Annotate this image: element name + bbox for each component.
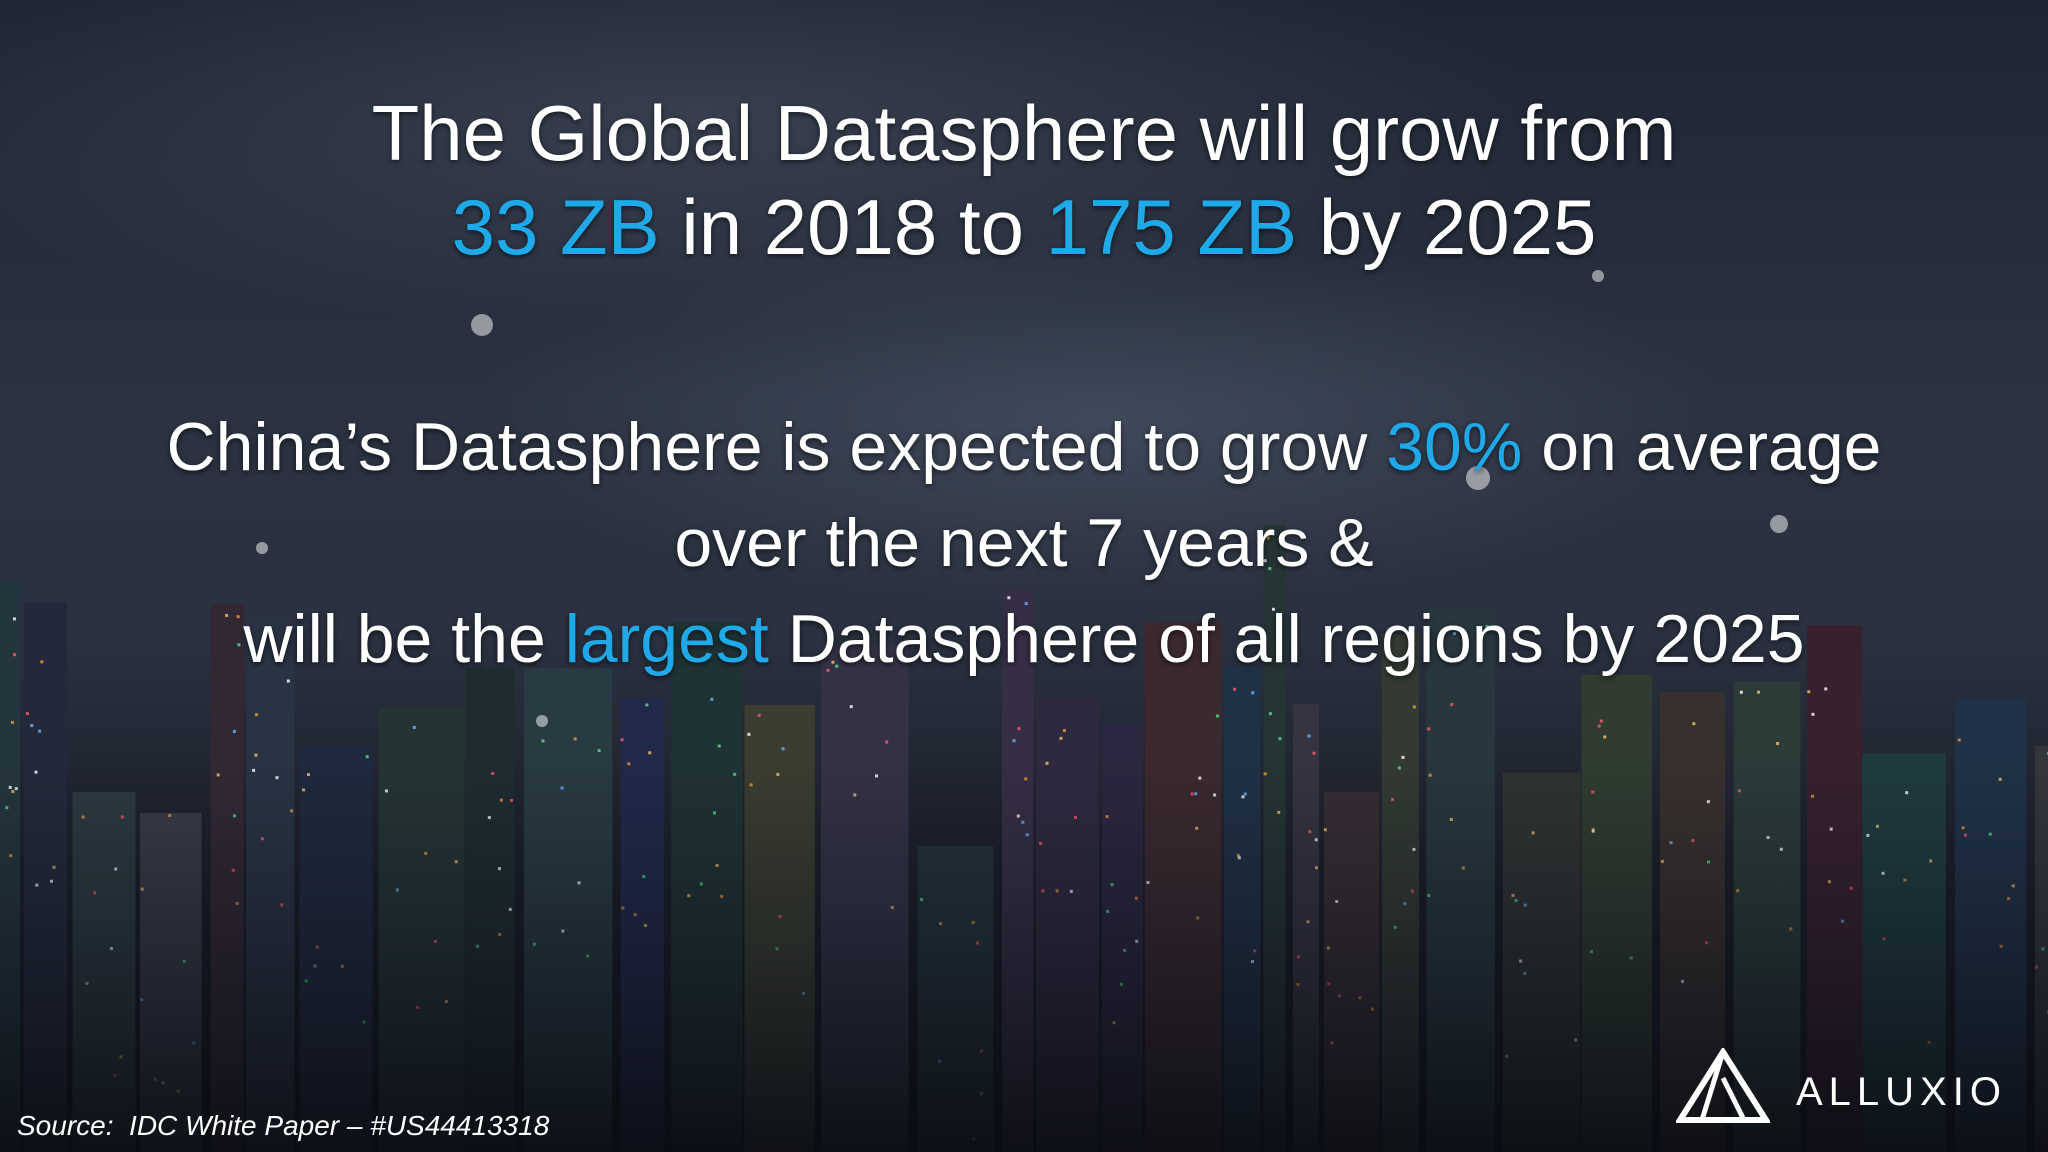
- window-light: [1278, 737, 1282, 741]
- window-light: [254, 753, 258, 757]
- window-light: [1603, 735, 1607, 739]
- window-light: [573, 737, 577, 741]
- headline-text: in 2018 to: [659, 183, 1046, 271]
- window-light: [38, 729, 42, 733]
- window-light: [541, 739, 545, 743]
- window-light: [1776, 741, 1780, 745]
- window-light: [1427, 727, 1431, 731]
- window-light: [620, 738, 624, 742]
- window-light: [232, 729, 236, 733]
- window-light: [1017, 727, 1021, 731]
- window-light: [747, 732, 751, 736]
- window-light: [1059, 736, 1063, 740]
- window-light: [1268, 567, 1272, 571]
- window-light: [1263, 559, 1267, 563]
- window-light: [412, 725, 416, 729]
- window-light: [1266, 536, 1270, 540]
- window-light: [25, 712, 29, 716]
- window-light: [1215, 714, 1219, 718]
- window-light: [831, 660, 835, 664]
- window-light: [1251, 691, 1255, 695]
- window-light: [1007, 596, 1011, 600]
- body-text: China’s Datasphere is expected to grow: [166, 409, 1387, 485]
- window-light: [10, 720, 14, 724]
- body-line: will be the largest Datasphere of all re…: [0, 600, 2048, 678]
- logo-text: ALLUXIO: [1796, 1070, 2007, 1114]
- window-light: [1268, 712, 1272, 716]
- body-text: Datasphere of all regions by 2025: [768, 601, 1805, 677]
- window-light: [237, 643, 241, 647]
- window-light: [225, 613, 229, 617]
- window-light: [286, 679, 290, 683]
- window-light: [757, 713, 761, 717]
- window-light: [1307, 734, 1311, 738]
- window-light: [1401, 755, 1405, 759]
- source-note: Source: IDC White Paper – #US44413318: [17, 1110, 550, 1141]
- window-light: [1233, 687, 1237, 691]
- window-light: [1597, 724, 1601, 728]
- highlight: 30%: [1386, 409, 1523, 485]
- window-light: [1012, 739, 1016, 743]
- window-light: [1824, 687, 1828, 691]
- window-light: [1599, 719, 1603, 723]
- headline-line: The Global Datasphere will grow from: [0, 88, 2048, 179]
- window-light: [1811, 712, 1815, 716]
- window-light: [1807, 690, 1811, 694]
- window-light: [1450, 702, 1454, 706]
- window-light: [1692, 722, 1696, 726]
- headline-line: 33 ZB in 2018 to 175 ZB by 2025: [0, 182, 2048, 273]
- window-light: [648, 751, 652, 755]
- window-light: [710, 697, 714, 701]
- window-light: [1957, 738, 1961, 742]
- window-light: [826, 668, 830, 672]
- window-light: [30, 724, 34, 728]
- window-light: [781, 747, 785, 751]
- highlight: 33 ZB: [451, 183, 660, 271]
- window-light: [1412, 705, 1416, 709]
- window-light: [885, 740, 889, 744]
- window-light: [236, 615, 240, 619]
- body-line: China’s Datasphere is expected to grow 3…: [0, 408, 2048, 486]
- window-light: [849, 705, 853, 709]
- body-text: will be the: [243, 601, 565, 677]
- window-light: [1312, 751, 1316, 755]
- body-text: over the next 7 years &: [674, 505, 1374, 581]
- window-light: [835, 664, 839, 668]
- window-light: [1271, 607, 1275, 611]
- window-light: [717, 744, 721, 748]
- highlight: 175 ZB: [1045, 183, 1298, 271]
- window-light: [1062, 729, 1066, 733]
- headline-text: The Global Datasphere will grow from: [371, 89, 1677, 177]
- body-line: over the next 7 years &: [0, 504, 2048, 582]
- window-light: [1757, 690, 1761, 694]
- window-light: [365, 755, 369, 759]
- highlight: largest: [564, 601, 769, 677]
- window-light: [1453, 632, 1457, 636]
- window-light: [12, 617, 16, 621]
- window-light: [13, 653, 17, 657]
- window-light: [1024, 602, 1028, 606]
- window-light: [645, 703, 649, 707]
- window-light: [40, 660, 44, 664]
- window-light: [597, 749, 601, 753]
- window-light: [1739, 690, 1743, 694]
- body-text: on average: [1522, 409, 1882, 485]
- headline-text: by 2025: [1297, 183, 1597, 271]
- window-light: [1485, 624, 1489, 628]
- logo-icon: [1676, 1048, 1770, 1123]
- window-light: [254, 713, 258, 717]
